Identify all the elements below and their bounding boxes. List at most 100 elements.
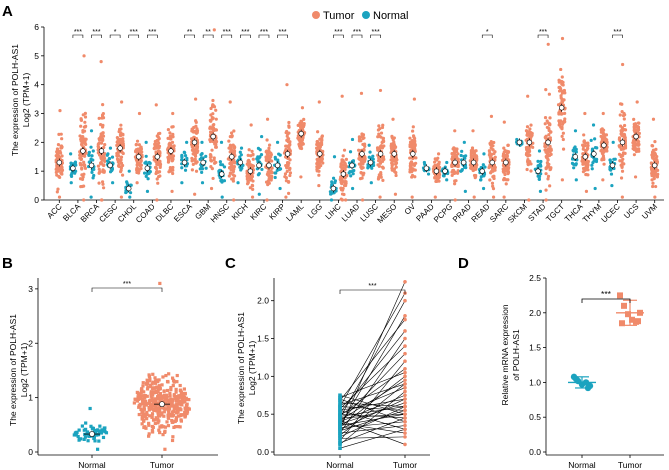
a-tumor-point xyxy=(288,173,292,178)
a-tumor-point xyxy=(157,162,162,166)
b-point xyxy=(153,399,158,403)
b-point xyxy=(154,379,158,383)
a-tumor-point xyxy=(529,169,533,173)
a-tumor-point xyxy=(208,126,212,130)
a-tumor-point xyxy=(472,156,476,160)
a-tumor-point xyxy=(633,122,638,126)
a-tumor-point xyxy=(117,159,122,163)
a-normal-point xyxy=(459,169,463,173)
a-tumor-point xyxy=(599,130,604,134)
a-tumor-point xyxy=(229,162,233,166)
a-y-tick-label: 1 xyxy=(34,166,39,176)
b-point xyxy=(151,372,155,376)
b-point xyxy=(142,425,146,430)
a-normal-point xyxy=(536,159,540,163)
a-normal-point xyxy=(366,166,370,170)
a-tumor-point xyxy=(379,175,383,179)
a-tumor-point xyxy=(81,113,85,117)
a-normal-point xyxy=(125,180,129,184)
a-tumor-point xyxy=(583,166,588,170)
a-tumor-point xyxy=(339,176,344,180)
b-point xyxy=(141,399,145,403)
a-tumor-point xyxy=(601,128,606,132)
a-tumor-point xyxy=(296,123,300,127)
c-pair-line xyxy=(339,353,406,422)
a-tumor-point xyxy=(155,134,159,138)
a-tumor-point xyxy=(529,123,533,127)
c-pair-line xyxy=(339,410,406,432)
b-point xyxy=(98,424,102,428)
a-tumor-point xyxy=(339,188,344,192)
a-tumor-point xyxy=(135,160,139,164)
a-tumor-point xyxy=(619,132,623,136)
a-tumor-point xyxy=(560,178,564,182)
a-tumor-point xyxy=(228,145,232,149)
a-y-tick-label: 5 xyxy=(34,51,39,61)
b-point xyxy=(176,425,181,429)
b-point xyxy=(170,438,175,443)
a-tumor-point xyxy=(99,60,103,64)
b-point xyxy=(147,423,151,427)
a-tumor-point xyxy=(191,147,195,151)
b-point xyxy=(76,434,80,439)
a-normal-point xyxy=(204,166,208,170)
a-tumor-point xyxy=(546,121,550,125)
a-normal-point xyxy=(238,155,242,159)
a-normal-point xyxy=(200,140,204,144)
a-x-tick-label: BLCA xyxy=(61,202,83,224)
a-tumor-point xyxy=(546,174,551,178)
b-point xyxy=(140,387,144,391)
b-point xyxy=(148,377,152,381)
a-tumor-point xyxy=(158,131,162,135)
b-point xyxy=(178,388,182,393)
b-point xyxy=(150,398,154,403)
a-tumor-point xyxy=(489,143,493,147)
a-normal-point xyxy=(255,167,259,171)
a-tumor-point xyxy=(155,198,159,202)
b-point xyxy=(170,410,174,414)
a-normal-point xyxy=(148,161,152,165)
a-normal-point xyxy=(608,158,612,162)
c-pair-line xyxy=(339,315,406,426)
b-point xyxy=(162,410,166,414)
a-tumor-point xyxy=(586,163,590,167)
a-tumor-point xyxy=(171,168,175,172)
b-point xyxy=(89,424,93,428)
a-sig-bracket xyxy=(128,34,140,38)
d-tumor-point xyxy=(619,320,625,327)
a-tumor-point xyxy=(548,136,552,140)
a-tumor-median xyxy=(470,159,477,166)
a-tumor-point xyxy=(392,159,396,163)
b-point xyxy=(158,386,162,390)
c-tumor-point xyxy=(403,374,407,379)
a-normal-point xyxy=(238,150,242,154)
a-tumor-point xyxy=(339,197,343,201)
a-tumor-point xyxy=(195,146,199,150)
a-tumor-point xyxy=(232,129,236,133)
a-tumor-point xyxy=(345,165,349,169)
a-tumor-point xyxy=(315,165,319,169)
a-sig-label: ** xyxy=(187,29,193,36)
b-point xyxy=(167,411,171,415)
a-tumor-point xyxy=(637,140,641,144)
a-normal-point xyxy=(331,176,336,180)
a-normal-point xyxy=(222,179,227,183)
a-tumor-point xyxy=(79,163,83,167)
a-tumor-point xyxy=(155,177,159,181)
a-tumor-point xyxy=(320,158,324,163)
a-tumor-point xyxy=(651,117,656,121)
a-normal-point xyxy=(71,162,75,166)
a-tumor-point xyxy=(100,114,105,118)
a-tumor-point xyxy=(211,98,215,103)
c-tumor-point xyxy=(403,401,407,405)
a-sig-label: *** xyxy=(539,29,547,36)
c-tumor-point xyxy=(403,329,407,333)
a-tumor-point xyxy=(561,147,566,151)
a-tumor-point xyxy=(82,125,86,129)
b-point xyxy=(168,391,172,395)
b-point xyxy=(158,430,162,435)
a-tumor-point xyxy=(209,119,213,123)
a-tumor-median xyxy=(191,139,198,146)
a-normal-median xyxy=(200,159,206,166)
b-point xyxy=(141,394,145,398)
